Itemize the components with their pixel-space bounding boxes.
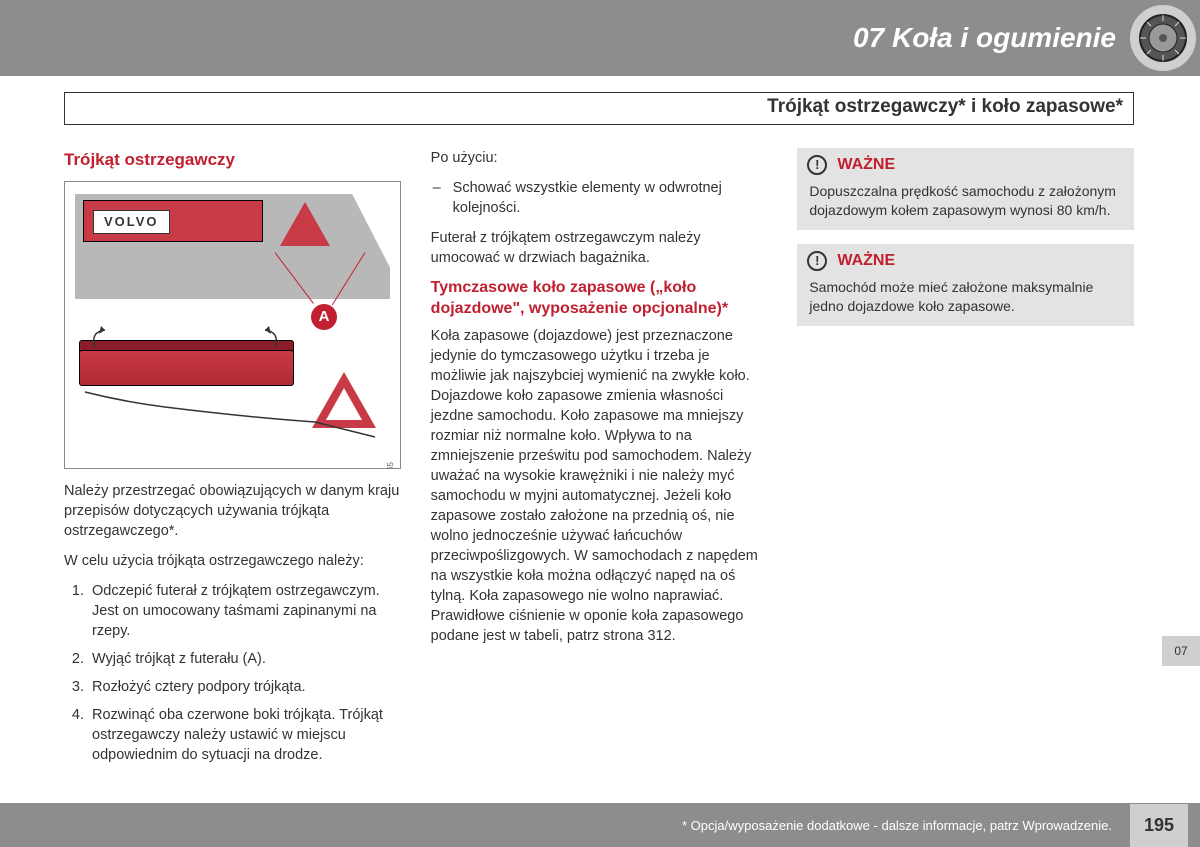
chapter-title: 07 Koła i ogumienie xyxy=(853,22,1116,54)
list-item: Rozwinąć oba czerwone boki trójkąta. Tró… xyxy=(88,705,401,765)
content-area: Trójkąt ostrzegawczy VOLVO A xyxy=(64,148,1134,787)
note-title: WAŻNE xyxy=(837,250,895,272)
note-header: ! WAŻNE xyxy=(797,148,1134,176)
footer-bar: * Opcja/wyposażenie dodatkowe - dalsze i… xyxy=(0,803,1200,847)
note-title: WAŻNE xyxy=(837,154,895,176)
paragraph: Futerał z trójkątem ostrzegawczym należy… xyxy=(431,228,768,268)
paragraph: Po użyciu: xyxy=(431,148,768,168)
note-header: ! WAŻNE xyxy=(797,244,1134,272)
note-body: Dopuszczalna prędkość samochodu z założo… xyxy=(797,176,1134,230)
note-body: Samochód może mieć założone maksymalnie … xyxy=(797,272,1134,326)
dash-list: Schować wszystkie elementy w odwrotnej k… xyxy=(431,178,768,218)
important-note-1: ! WAŻNE Dopuszczalna prędkość samochodu … xyxy=(797,148,1134,230)
column-3: ! WAŻNE Dopuszczalna prędkość samochodu … xyxy=(797,148,1134,787)
top-banner: 07 Koła i ogumienie xyxy=(0,0,1200,76)
heading-triangle: Trójkąt ostrzegawczy xyxy=(64,148,401,171)
column-2: Po użyciu: Schować wszystkie elementy w … xyxy=(431,148,768,787)
title-bar: Trójkąt ostrzegawczy* i koło zapasowe* xyxy=(64,92,1134,125)
paragraph: Koła zapasowe (dojazdowe) jest przeznacz… xyxy=(431,326,768,646)
list-item: Odczepić futerał z trójkątem ostrzegawcz… xyxy=(88,581,401,641)
heading-spare-wheel: Tymczasowe koło zapasowe („koło dojazdow… xyxy=(431,278,768,320)
side-tab-chapter: 07 xyxy=(1162,636,1200,666)
important-icon: ! xyxy=(807,251,827,271)
paragraph: W celu użycia trójkąta ostrzegawczego na… xyxy=(64,551,401,571)
figure-warning-triangle: VOLVO A G027065 xyxy=(64,181,401,469)
callout-a: A xyxy=(311,304,337,330)
steps-list: Odczepić futerał z trójkątem ostrzegawcz… xyxy=(64,581,401,765)
manual-page: 07 Koła i ogumienie Trójkąt ostrzegawczy… xyxy=(0,0,1200,847)
page-number: 195 xyxy=(1130,804,1188,847)
figure-code: G027065 xyxy=(385,462,396,469)
triangle-icon-large xyxy=(312,372,376,428)
list-item: Wyjąć trójkąt z futerału (A). xyxy=(88,649,401,669)
list-item: Schować wszystkie elementy w odwrotnej k… xyxy=(453,178,768,218)
important-icon: ! xyxy=(807,155,827,175)
column-1: Trójkąt ostrzegawczy VOLVO A xyxy=(64,148,401,787)
volvo-badge: VOLVO xyxy=(93,210,170,234)
figure-cutout xyxy=(346,182,400,287)
important-note-2: ! WAŻNE Samochód może mieć założone maks… xyxy=(797,244,1134,326)
footer-note: * Opcja/wyposażenie dodatkowe - dalsze i… xyxy=(682,818,1112,833)
paragraph: Należy przestrzegać obowiązujących w dan… xyxy=(64,481,401,541)
list-item: Rozłożyć cztery podpory trójkąta. xyxy=(88,677,401,697)
page-title: Trójkąt ostrzegawczy* i koło zapasowe* xyxy=(767,96,1123,117)
triangle-icon-small xyxy=(280,202,330,246)
triangle-bag xyxy=(79,350,294,386)
tire-icon xyxy=(1130,5,1196,71)
